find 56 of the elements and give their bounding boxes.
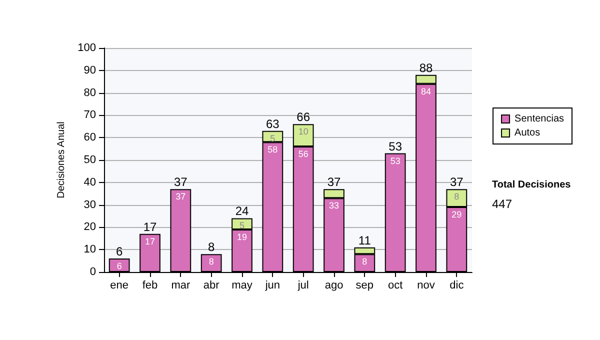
total-label: 37	[327, 175, 341, 190]
x-tick-label: abr	[203, 280, 220, 292]
data-label: 84	[420, 86, 432, 96]
y-tick-label: 80	[84, 86, 96, 99]
x-tick-label: may	[232, 280, 253, 292]
data-label: 19	[236, 232, 248, 242]
total-label: 8	[208, 240, 215, 254]
data-label: 5	[239, 220, 245, 231]
x-tick-label: sep	[356, 280, 374, 292]
y-tick-label: 10	[84, 244, 96, 256]
data-label: 58	[268, 144, 278, 155]
data-label: 8	[454, 192, 460, 202]
legend-label: Autos	[514, 128, 540, 138]
data-label: 33	[328, 200, 340, 211]
data-label: 29	[452, 210, 462, 220]
data-label: 37	[176, 192, 186, 202]
text: 447	[492, 197, 512, 211]
total-label: 17	[143, 220, 157, 234]
text: Total Decisiones	[492, 180, 572, 190]
x-tick-label: dic	[450, 280, 464, 292]
y-tick-label: 0	[90, 266, 96, 278]
total-label: 88	[419, 60, 433, 75]
y-tick-label: 100	[78, 42, 96, 54]
data-label: 53	[390, 156, 400, 166]
y-tick-label: 30	[84, 198, 96, 211]
x-tick-label: ene	[110, 280, 129, 292]
x-tick-label: ago	[324, 280, 344, 292]
total-label: 11	[358, 233, 372, 248]
x-tick-label: feb	[142, 280, 158, 292]
x-tick-label: jun	[264, 280, 280, 292]
data-label: 8	[208, 256, 214, 267]
y-tick-label: 70	[84, 109, 96, 122]
data-label: 6	[116, 261, 122, 272]
y-tick-label: 90	[84, 64, 96, 76]
y-tick-label: 60	[84, 132, 96, 144]
total-label: 66	[296, 110, 310, 124]
total-label: 37	[174, 175, 188, 190]
y-tick-label: 50	[84, 154, 96, 166]
total-label: 63	[266, 116, 280, 131]
x-tick-label: nov	[417, 280, 436, 292]
total-label: 37	[450, 175, 464, 190]
y-tick-label: 20	[84, 221, 96, 234]
y-tick-label: 40	[84, 176, 96, 188]
total-label: 24	[235, 204, 249, 218]
data-label: 8	[362, 256, 368, 267]
data-label: 5	[270, 133, 276, 144]
legend-label: Sentencias	[514, 114, 564, 124]
data-label: 56	[298, 149, 308, 160]
y-axis-title: Decisiones Anual	[56, 122, 68, 198]
x-tick-label: mar	[171, 280, 190, 292]
x-tick-label: jul	[296, 280, 309, 292]
total-label: 6	[116, 244, 123, 259]
x-tick-label: oct	[388, 280, 403, 292]
data-label: 10	[298, 126, 308, 137]
total-label: 53	[388, 139, 402, 154]
data-label: 17	[144, 236, 156, 246]
